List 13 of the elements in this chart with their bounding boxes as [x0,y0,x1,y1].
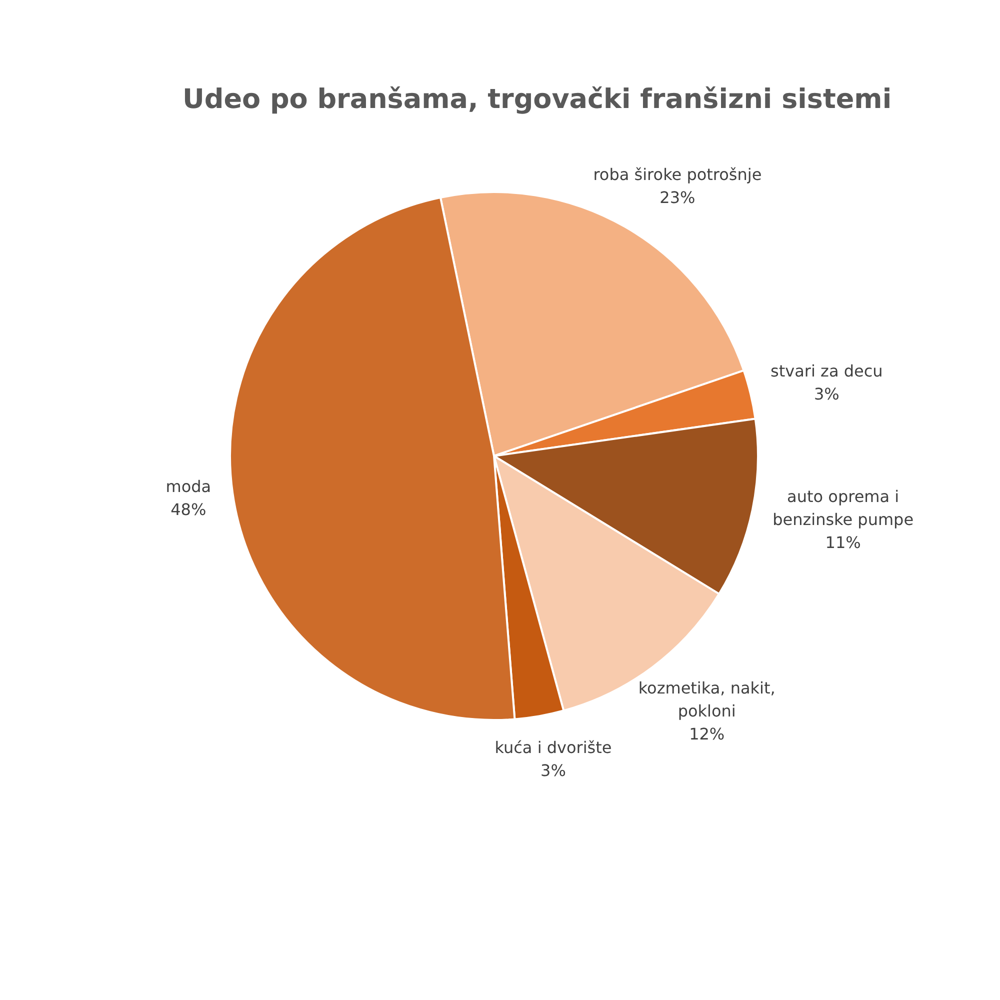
slice-label: auto oprema i benzinske pumpe [772,487,914,530]
data-label: 3% [814,384,840,404]
slice-label: stvari za decu [770,362,883,381]
data-label: 23% [660,188,696,208]
chart-title: Udeo po branšama, trgovački franšizni sistemi [182,84,892,116]
data-label: 11% [825,533,861,552]
slice-label: roba široke potrošnje [593,165,762,184]
data-label: 3% [540,761,566,780]
data-label: 12% [689,724,725,744]
slice-label: moda [166,477,212,496]
data-label: 48% [170,500,206,520]
slice-label: kuća i dvorište [494,738,612,758]
slice-label: kozmetika, nakit, pokloni [638,678,776,720]
